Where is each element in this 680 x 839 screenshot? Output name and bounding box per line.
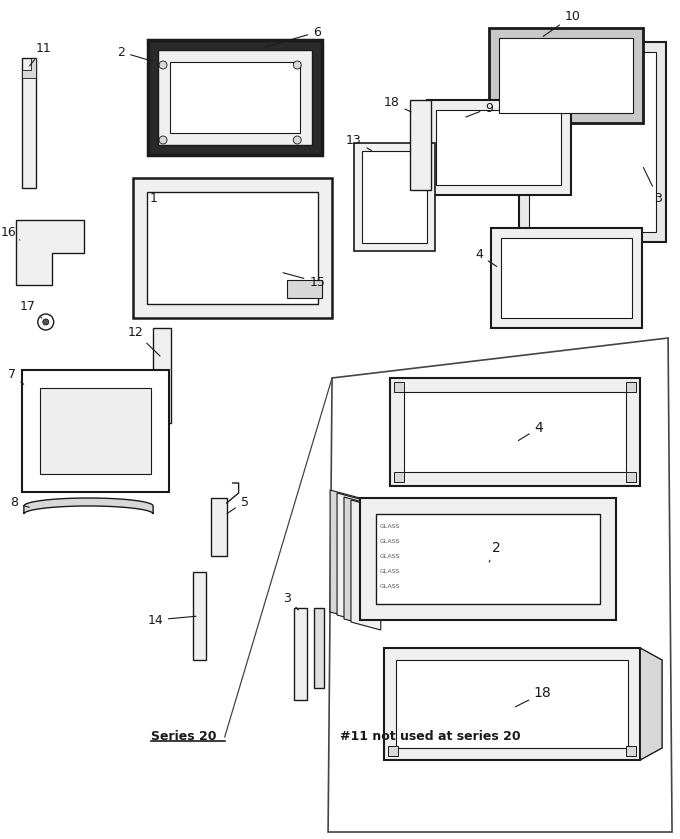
Bar [40,388,151,474]
Text: 13: 13 [346,133,371,150]
Bar [501,238,632,318]
Circle shape [38,314,54,330]
Text: GLASS: GLASS [379,539,401,544]
Bar [394,382,404,392]
Bar [153,328,171,423]
Bar [211,498,226,556]
Circle shape [293,61,301,69]
Text: 18: 18 [515,686,551,706]
Bar [314,608,324,688]
Text: 18: 18 [384,96,411,112]
Bar [360,498,616,620]
Bar [499,38,633,113]
Text: 15: 15 [283,273,325,289]
Text: 3: 3 [284,591,299,610]
Text: 3: 3 [643,168,662,205]
Bar [437,110,561,185]
Text: 9: 9 [466,102,493,117]
Bar [404,392,626,472]
Bar [362,151,428,243]
Polygon shape [330,490,360,620]
Text: GLASS: GLASS [379,554,401,559]
Bar [133,178,332,318]
Polygon shape [16,220,84,285]
Polygon shape [337,493,367,623]
Text: 2: 2 [489,541,500,562]
Text: 6: 6 [265,25,321,47]
Bar [388,746,398,756]
Bar [529,52,656,232]
Bar [519,42,666,242]
Polygon shape [351,500,381,630]
Bar [158,50,312,145]
Text: 2: 2 [118,45,152,61]
Bar [170,62,301,133]
Text: GLASS: GLASS [379,524,401,529]
Text: 1: 1 [149,191,157,205]
Text: 10: 10 [543,9,581,36]
Circle shape [43,319,49,325]
Polygon shape [344,497,374,627]
Text: 8: 8 [10,497,29,509]
Text: 4: 4 [518,421,543,440]
Bar [148,40,322,155]
Circle shape [159,136,167,144]
Bar [294,608,307,700]
Polygon shape [328,338,672,832]
Circle shape [159,61,167,69]
Bar [489,28,643,123]
Bar [396,660,628,748]
Bar [193,572,206,660]
Bar [22,58,36,188]
Circle shape [293,136,301,144]
Bar [491,228,642,328]
Text: GLASS: GLASS [379,569,401,574]
Bar [426,100,571,195]
Text: 5: 5 [227,496,249,513]
Bar [376,514,600,604]
Text: #11 not used at series 20: #11 not used at series 20 [340,729,521,743]
Text: 16: 16 [1,227,20,240]
Bar [409,100,432,190]
Polygon shape [24,498,153,514]
Bar [626,746,636,756]
Bar [22,370,169,492]
Text: 14: 14 [148,613,196,627]
Text: Series 20: Series 20 [151,729,217,743]
Bar [626,382,636,392]
Polygon shape [22,58,36,78]
Bar [147,192,318,304]
Bar [288,280,322,298]
Bar [384,648,641,760]
Polygon shape [641,648,662,760]
Bar [390,378,641,486]
Bar [394,472,404,482]
Text: 7: 7 [8,368,24,384]
Text: 4: 4 [475,248,497,267]
Bar [354,143,435,251]
Text: 12: 12 [127,326,160,356]
Text: 17: 17 [20,300,41,318]
Text: 11: 11 [30,41,52,65]
Text: GLASS: GLASS [379,584,401,589]
Bar [626,472,636,482]
